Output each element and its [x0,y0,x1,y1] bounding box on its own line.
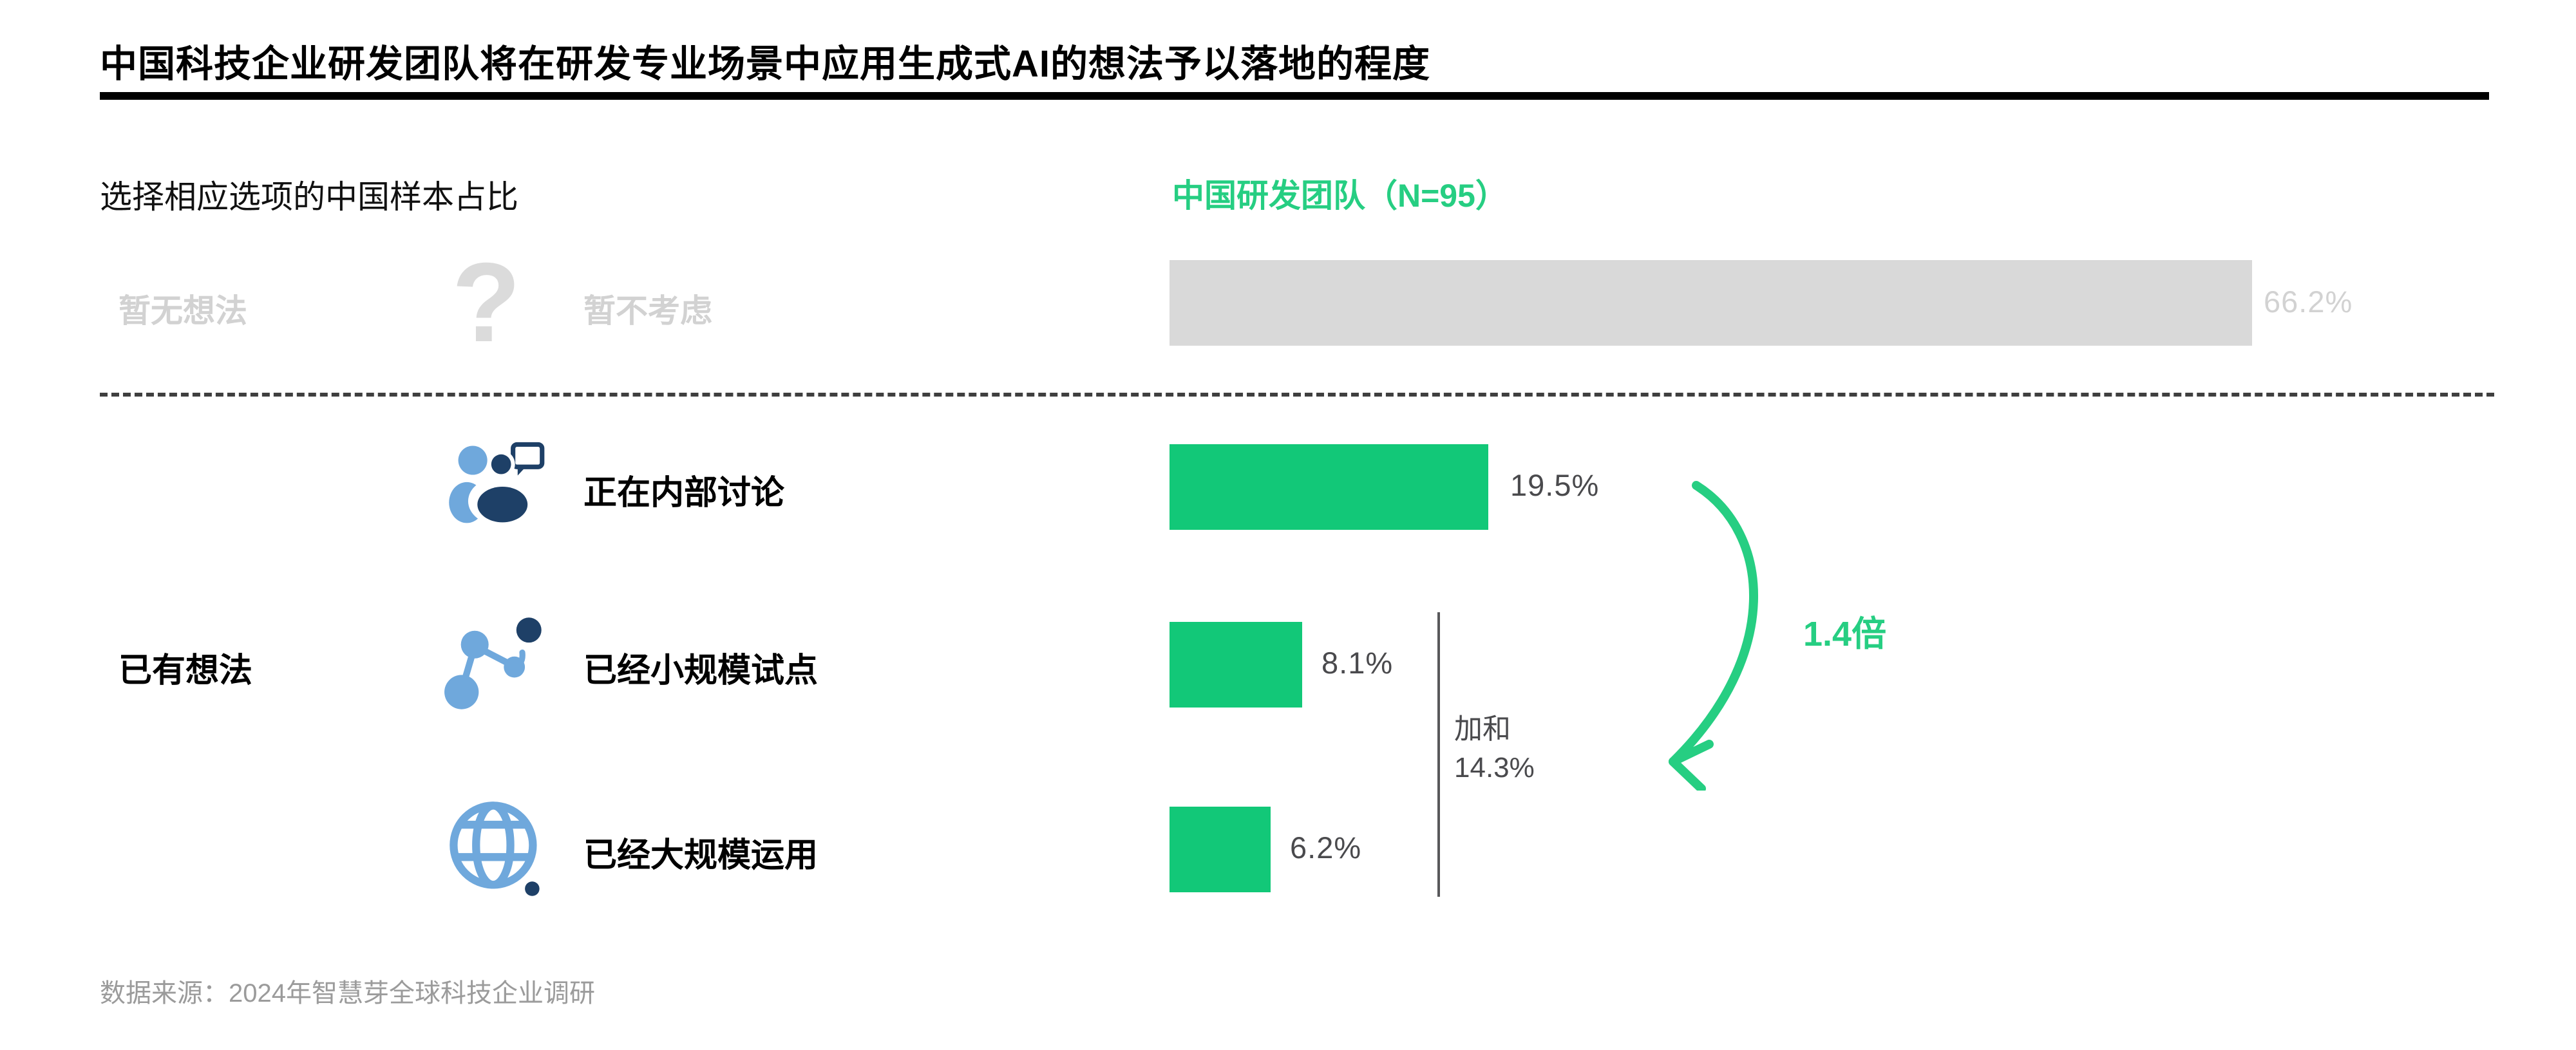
bar-discussion [1170,444,1488,530]
globe-icon [443,796,549,902]
axis-description: 选择相应选项的中国样本占比 [100,179,518,215]
series-legend: 中国研发团队（N=95） [1172,178,1508,214]
value-not-considering: 66.2% [2264,285,2353,319]
title-underline-rule [100,92,2489,100]
bar-large-scale [1170,807,1271,892]
sum-annotation: 加和 14.3% [1454,710,1535,787]
dashed-divider [100,393,2494,397]
value-large-scale: 6.2% [1290,830,1362,865]
group-label-no-idea: 暂无想法 [118,293,247,329]
network-icon [443,612,549,717]
discussion-icon [443,434,549,539]
question-mark-icon: ? [451,240,521,366]
multiplier-label: 1.4倍 [1803,615,1887,653]
curved-arrow-icon [1646,469,1807,791]
sum-annotation-value: 14.3% [1454,752,1535,783]
category-label-pilot: 已经小规模试点 [583,652,819,689]
value-pilot: 8.1% [1321,646,1394,680]
sum-annotation-label: 加和 [1454,713,1511,745]
bar-pilot [1170,622,1302,708]
category-label-large-scale: 已经大规模运用 [583,837,819,874]
category-label-not-considering: 暂不考虑 [583,293,712,329]
value-discussion: 19.5% [1510,468,1600,502]
source-footer: 数据来源：2024年智慧芽全球科技企业调研 [100,979,595,1008]
bar-not-considering [1170,260,2252,346]
group-label-has-idea: 已有想法 [118,652,253,689]
page-title: 中国科技企业研发团队将在研发专业场景中应用生成式AI的想法予以落地的程度 [100,43,1431,85]
sum-bracket-line [1437,612,1440,897]
category-label-discussion: 正在内部讨论 [583,474,785,512]
